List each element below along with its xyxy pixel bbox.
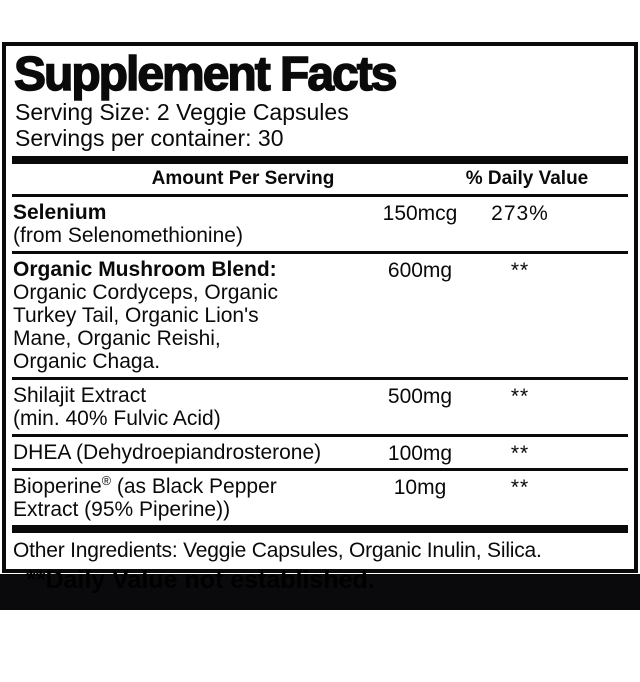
ingredient-name: Bioperine® (as Black Pepper Extract (95%… [13,475,358,521]
ingredient-name-sub: Organic Cordyceps, Organic Turkey Tail, … [13,281,278,373]
ingredient-row-dhea: DHEA (Dehydroepiandrosterone) 100mg ** [12,437,628,471]
header-underline [12,194,628,197]
panel-title: Supplement Facts [13,48,398,101]
ingredient-row-shilajit: Shilajit Extract (min. 40% Fulvic Acid) … [12,380,628,437]
ingredient-daily-value: ** [510,259,530,282]
thick-divider-top [12,156,628,164]
ingredient-name-sub: (as Black Pepper Extract (95% Piperine)) [13,475,277,521]
ingredient-amount: 150mcg [382,202,458,225]
ingredient-row-bioperine: Bioperine® (as Black Pepper Extract (95%… [12,471,628,525]
ingredient-name-main: DHEA (Dehydroepiandrosterone) [13,441,322,464]
ingredient-amount: 100mg [387,442,453,465]
thick-divider-bottom [12,525,628,533]
ingredient-name-main: Organic Mushroom Blend: [13,258,277,281]
amount-per-serving-header: Amount Per Serving [151,168,335,189]
ingredient-name: Selenium (from Selenomethionine) [13,201,358,247]
ingredient-name-main: Shilajit Extract [13,384,147,407]
ingredient-daily-value: ** [510,442,530,465]
ingredient-row-selenium: Selenium (from Selenomethionine) 150mcg … [12,197,628,254]
footnote-band: **Daily Value not established. [0,566,640,610]
ingredient-name-sub: (from Selenomethionine) [13,224,243,247]
ingredient-name: Shilajit Extract (min. 40% Fulvic Acid) [13,384,358,430]
registered-trademark-symbol: ® [101,474,112,488]
ingredient-name-main: Selenium [13,201,107,224]
supplement-facts-panel: Supplement Facts Serving Size: 2 Veggie … [2,42,638,573]
daily-value-header: % Daily Value [465,168,589,189]
ingredient-name-main: Bioperine [13,475,102,498]
ingredient-row-mushroom-blend: Organic Mushroom Blend: Organic Cordycep… [12,254,628,380]
ingredient-daily-value: ** [510,385,530,408]
column-header-row: Amount Per Serving % Daily Value [12,164,628,194]
serving-size: Serving Size: 2 Veggie Capsules [15,99,349,125]
ingredient-amount: 10mg [393,476,447,499]
ingredient-daily-value: 273% [491,202,549,225]
servings-per-container: Servings per container: 30 [15,125,284,151]
ingredient-name-sub: (min. 40% Fulvic Acid) [13,407,221,430]
daily-value-footnote: **Daily Value not established. [26,566,375,594]
ingredient-daily-value: ** [510,476,530,499]
ingredient-amount: 500mg [387,385,453,408]
ingredient-name: DHEA (Dehydroepiandrosterone) [13,441,358,464]
ingredient-name: Organic Mushroom Blend: Organic Cordycep… [13,258,358,373]
serving-info: Serving Size: 2 Veggie Capsules Servings… [15,99,628,151]
ingredient-amount: 600mg [387,259,453,282]
other-ingredients: Other Ingredients: Veggie Capsules, Orga… [13,539,542,562]
